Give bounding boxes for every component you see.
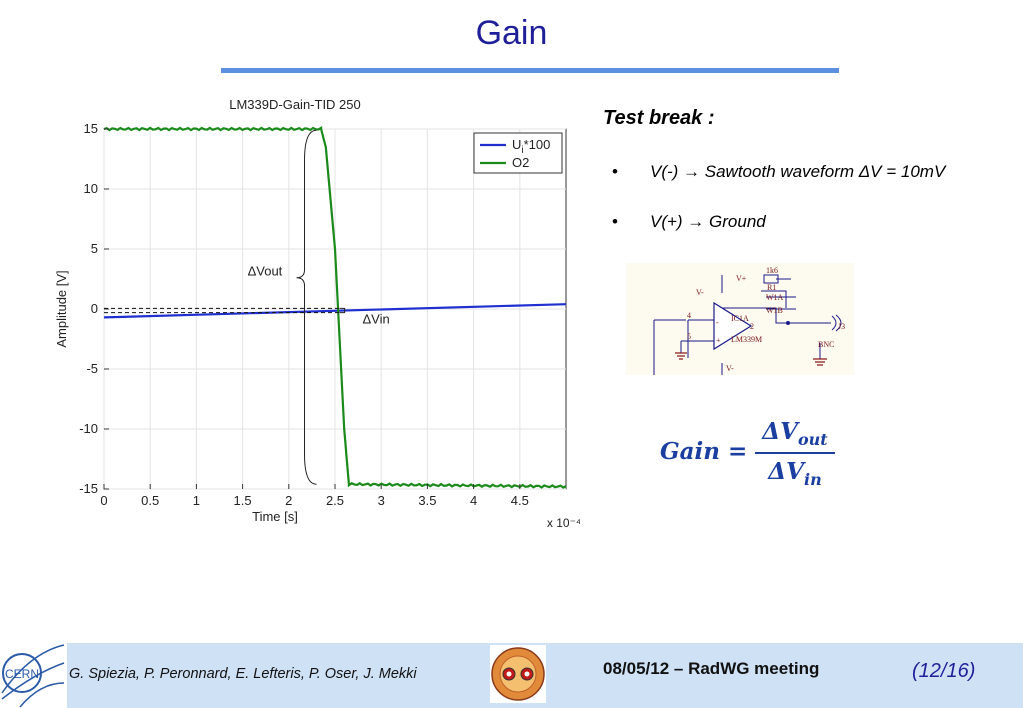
chart-axes: 0 0.5 1 1.5 2 2.5 3 3.5 4 4.5 15 10 5 0 -5 -10 -15 LM339D… bbox=[54, 97, 580, 530]
x-tick-label: 1 bbox=[193, 493, 200, 508]
x-tick-label: 2 bbox=[285, 493, 292, 508]
series-line-u bbox=[103, 303, 567, 319]
x-tick-label: 0.5 bbox=[141, 493, 159, 508]
ground-symbols bbox=[675, 352, 827, 366]
schematic-label: 5 bbox=[687, 332, 691, 341]
delta-vout-brace bbox=[296, 129, 317, 485]
bnc-connector bbox=[821, 314, 842, 332]
schematic-label: V- bbox=[726, 364, 734, 373]
legend-label: O2 bbox=[512, 155, 529, 170]
lhc-magnet-logo bbox=[490, 645, 546, 703]
footer-meeting: 08/05/12 – RadWG meeting bbox=[603, 659, 820, 678]
cern-logo: CERN bbox=[1, 644, 65, 708]
resistor-symbol bbox=[763, 274, 779, 284]
schematic-label: + bbox=[716, 336, 721, 345]
numerator-main: ΔV bbox=[762, 418, 798, 445]
schematic-label: W1B bbox=[766, 306, 783, 315]
y-tick-label: -5 bbox=[86, 361, 98, 376]
formula-numerator: ΔVout bbox=[755, 418, 835, 450]
denominator-sub: in bbox=[803, 470, 822, 489]
cern-logo-text: CERN bbox=[5, 667, 39, 681]
y-axis-label: Amplitude [V] bbox=[54, 270, 69, 347]
x-tick-label: 3 bbox=[378, 493, 385, 508]
y-tick-label: 10 bbox=[84, 181, 98, 196]
footer-authors: G. Spiezia, P. Peronnard, E. Lefteris, P… bbox=[69, 666, 417, 682]
chart-grid bbox=[103, 128, 567, 490]
schematic-label: - bbox=[716, 318, 719, 327]
amplitude-chart: 0 0.5 1 1.5 2 2.5 3 3.5 4 4.5 15 10 5 0 -5 -10 -15 LM339D… bbox=[54, 97, 580, 530]
legend-box bbox=[473, 132, 563, 174]
denominator-main: ΔV bbox=[768, 458, 804, 485]
y-tick-label: 5 bbox=[91, 241, 98, 256]
formula-denominator: ΔVin bbox=[755, 458, 835, 489]
schematic-label: LM339M bbox=[731, 335, 762, 344]
schematic-label: J3 bbox=[838, 322, 845, 331]
schematic-label: W1A bbox=[766, 293, 784, 302]
schematic-label: V+ bbox=[736, 274, 747, 283]
title-underline bbox=[221, 68, 839, 73]
bullet-glyph: • bbox=[612, 162, 618, 181]
page-number: (12/16) bbox=[912, 660, 976, 682]
bullet-text: V(+) → Ground bbox=[650, 212, 766, 231]
annotation-delta-vout: ΔVout bbox=[248, 263, 283, 278]
y-tick-label: -15 bbox=[79, 481, 98, 496]
y-tick-label: 15 bbox=[84, 121, 98, 136]
chart-title: LM339D-Gain-TID 250 bbox=[229, 97, 361, 112]
x-tick-label: 2.5 bbox=[326, 493, 344, 508]
legend-label-sub: i bbox=[521, 145, 523, 156]
schematic-label: R1 bbox=[767, 283, 776, 292]
series-line-o2 bbox=[103, 125, 567, 489]
x-axis-label: Time [s] bbox=[252, 509, 298, 524]
schematic-label: BNC bbox=[818, 340, 834, 349]
x-multiplier: x 10⁻⁴ bbox=[547, 516, 580, 530]
schematic-label: 4 bbox=[687, 311, 691, 320]
test-break-heading: Test break : bbox=[603, 107, 715, 129]
x-tick-label: 0 bbox=[100, 493, 107, 508]
fraction-bar bbox=[755, 452, 835, 454]
opamp-symbol bbox=[713, 301, 753, 351]
footer: CERN G. Spiezia, P. Peronnard, E. Lefter… bbox=[0, 643, 1023, 708]
x-tick-label: 3.5 bbox=[418, 493, 436, 508]
y-tick-label: -10 bbox=[79, 421, 98, 436]
y-tick-label: 0 bbox=[91, 301, 98, 316]
x-tick-label: 4.5 bbox=[511, 493, 529, 508]
x-tick-label: 4 bbox=[470, 493, 477, 508]
delta-vin-bracket bbox=[339, 307, 346, 314]
bullet-glyph: • bbox=[612, 212, 618, 231]
chart-series bbox=[103, 125, 567, 489]
legend-label-suffix: *100 bbox=[524, 137, 551, 152]
bullet-text: V(-) → Sawtooth waveform ΔV = 10mV bbox=[650, 162, 946, 181]
schematic-label: IC1A bbox=[731, 314, 749, 323]
x-tick-label: 1.5 bbox=[234, 493, 252, 508]
schematic-label: 2 bbox=[750, 322, 754, 331]
slide-title: Gain bbox=[475, 14, 548, 52]
schematic-label: V- bbox=[696, 288, 704, 297]
annotation-delta-vin: ΔVin bbox=[362, 311, 389, 326]
formula-lhs: Gain = bbox=[660, 438, 748, 465]
chart-annotations: ΔVout ΔVin bbox=[104, 129, 390, 485]
numerator-sub: out bbox=[798, 430, 828, 449]
schematic-label: 1k6 bbox=[766, 266, 778, 275]
junction-dot bbox=[786, 321, 790, 325]
formula-fraction: ΔVout ΔVin bbox=[755, 418, 835, 489]
